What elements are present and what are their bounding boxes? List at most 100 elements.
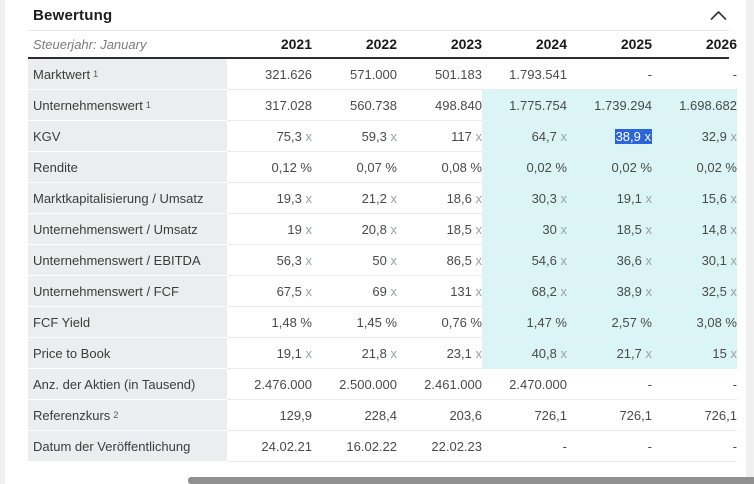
multiple-unit: x xyxy=(645,190,653,206)
value-cell: 3,08 % xyxy=(652,307,737,338)
multiple-unit: x xyxy=(305,190,313,206)
tax-year-label: Steuerjahr: January xyxy=(33,36,147,52)
table-row: KGV 75,3 x 59,3 x 117 x 64,7 x 38,9 x 32,9 x xyxy=(28,121,737,152)
value-cell: 22.02.23 xyxy=(397,431,482,462)
value-cell: 0,12 % xyxy=(227,152,312,183)
value-cell: 36,6 x xyxy=(567,245,652,276)
value-cell: 20,8 x xyxy=(312,214,397,245)
table-row: Unternehmenswert 1 317.028 560.738 498.840 1.… xyxy=(28,90,737,121)
multiple-unit: x xyxy=(475,345,483,361)
multiple-unit: x xyxy=(390,283,398,299)
row-label: Unternehmenswert / Umsatz xyxy=(28,214,227,245)
multiple-unit: x xyxy=(305,128,313,144)
value-cell: 2.476.000 xyxy=(227,369,312,400)
value-cell: 15,6 x xyxy=(652,183,737,214)
value-cell: 32,9 x xyxy=(652,121,737,152)
value-cell: 18,5 x xyxy=(397,214,482,245)
table-row: Price to Book 19,1 x 21,8 x 23,1 x 40,8 x 21,… xyxy=(28,338,737,369)
table-row: FCF Yield 1,48 % 1,45 % 0,76 % 1,47 % 2,57 % 3… xyxy=(28,307,737,338)
year-header: 2025 xyxy=(620,36,652,52)
multiple-unit: x xyxy=(305,252,313,268)
table-row: Unternehmenswert / EBITDA 56,3 x 50 x 86,5 … xyxy=(28,245,737,276)
value-cell: 317.028 xyxy=(227,90,312,121)
row-label: Unternehmenswert / FCF xyxy=(28,276,227,307)
value-cell: 129,9 xyxy=(227,400,312,431)
value-cell: 2.470.000 xyxy=(482,369,567,400)
multiple-unit: x xyxy=(560,252,568,268)
row-label: Unternehmenswert / EBITDA xyxy=(28,245,227,276)
value-cell: 69 x xyxy=(312,276,397,307)
value-cell: 2,57 % xyxy=(567,307,652,338)
value-cell: 59,3 x xyxy=(312,121,397,152)
value-cell: 1.793.541 xyxy=(482,59,567,90)
multiple-unit: x xyxy=(390,252,398,268)
table-row: Datum der Veröffentlichung 24.02.21 16.02.… xyxy=(28,431,737,462)
multiple-unit: x xyxy=(730,221,738,237)
value-cell: 18,5 x xyxy=(567,214,652,245)
value-cell: 571.000 xyxy=(312,59,397,90)
year-header: 2026 xyxy=(705,36,737,52)
value-cell: 0,02 % xyxy=(567,152,652,183)
multiple-unit: x xyxy=(730,283,738,299)
row-label: Marktkapitalisierung / Umsatz xyxy=(28,183,227,214)
multiple-unit: x xyxy=(475,221,483,237)
value-cell: 498.840 xyxy=(397,90,482,121)
row-label: Datum der Veröffentlichung xyxy=(28,431,227,462)
multiple-unit: x xyxy=(390,345,398,361)
value-cell: 18,6 x xyxy=(397,183,482,214)
multiple-unit: x xyxy=(560,283,568,299)
multiple-unit: x xyxy=(645,252,653,268)
table-header-row: Steuerjahr: January 2021 2022 2023 2024 2025… xyxy=(28,31,737,59)
value-cell: 0,08 % xyxy=(397,152,482,183)
value-cell: 19,1 x xyxy=(227,338,312,369)
collapse-button[interactable] xyxy=(708,8,729,23)
value-cell: 1.775.754 xyxy=(482,90,567,121)
multiple-unit: x xyxy=(560,128,568,144)
multiple-unit: x xyxy=(645,283,653,299)
value-cell: - xyxy=(567,369,652,400)
multiple-unit: x xyxy=(645,345,653,361)
value-cell: 86,5 x xyxy=(397,245,482,276)
value-cell: 1.739.294 xyxy=(567,90,652,121)
value-cell: 117 x xyxy=(397,121,482,152)
value-cell: 19 x xyxy=(227,214,312,245)
multiple-unit: x xyxy=(560,221,568,237)
multiple-unit: x xyxy=(475,283,483,299)
table-row: Marktkapitalisierung / Umsatz 19,3 x 21,2 … xyxy=(28,183,737,214)
value-cell: 203,6 xyxy=(397,400,482,431)
value-cell: 30,3 x xyxy=(482,183,567,214)
value-cell: 32,5 x xyxy=(652,276,737,307)
value-cell: 560.738 xyxy=(312,90,397,121)
multiple-unit: x xyxy=(390,128,398,144)
row-label: Rendite xyxy=(28,152,227,183)
value-cell: 19,3 x xyxy=(227,183,312,214)
horizontal-scrollbar-thumb[interactable] xyxy=(188,477,754,484)
value-cell: 19,1 x xyxy=(567,183,652,214)
multiple-unit: x xyxy=(645,221,653,237)
value-cell: - xyxy=(652,369,737,400)
multiple-unit: x xyxy=(730,190,738,206)
value-cell: 0,07 % xyxy=(312,152,397,183)
panel-title: Bewertung xyxy=(33,6,113,24)
multiple-unit: x xyxy=(475,190,483,206)
value-cell: - xyxy=(652,431,737,462)
value-cell: 75,3 x xyxy=(227,121,312,152)
value-cell: 50 x xyxy=(312,245,397,276)
value-cell: 40,8 x xyxy=(482,338,567,369)
value-cell: - xyxy=(567,59,652,90)
value-cell: 21,8 x xyxy=(312,338,397,369)
value-cell: 64,7 x xyxy=(482,121,567,152)
value-cell: 23,1 x xyxy=(397,338,482,369)
row-label: Price to Book xyxy=(28,338,227,369)
multiple-unit: x xyxy=(305,221,313,237)
multiple-unit: x xyxy=(305,283,313,299)
value-cell: 1,47 % xyxy=(482,307,567,338)
table-body: Marktwert 1 321.626 571.000 501.183 1.793.541… xyxy=(28,59,737,462)
value-cell: 131 x xyxy=(397,276,482,307)
value-cell: 2.461.000 xyxy=(397,369,482,400)
year-header: 2024 xyxy=(535,36,567,52)
value-cell: 2.500.000 xyxy=(312,369,397,400)
row-label: Anz. der Aktien (in Tausend) xyxy=(28,369,227,400)
value-cell: 726,1 xyxy=(567,400,652,431)
value-cell: 38,9 x xyxy=(567,121,652,152)
